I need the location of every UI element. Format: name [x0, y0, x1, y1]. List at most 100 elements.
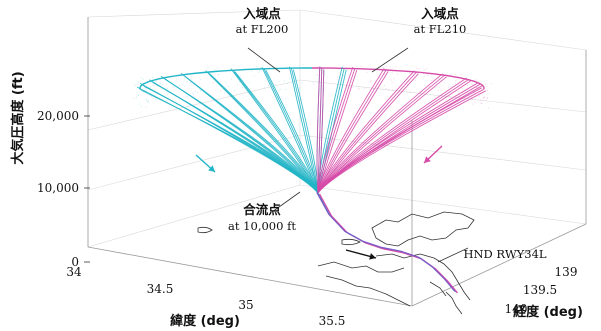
- trajectory-haze-point: [469, 86, 471, 88]
- trajectory-haze-point: [195, 90, 196, 92]
- trajectory-haze-point: [364, 87, 366, 89]
- cyan-trajectory: [230, 68, 319, 194]
- entry-point-left-title: 入域点: [243, 6, 281, 21]
- trajectory-haze-point: [219, 90, 221, 92]
- trajectory-haze-point: [486, 90, 488, 92]
- trajectory-haze-point: [140, 106, 142, 108]
- trajectory-haze-point: [156, 80, 158, 82]
- trajectory-haze-point: [154, 98, 156, 100]
- z-tick-label: 20,000: [37, 109, 79, 123]
- trajectory-haze-point: [485, 99, 487, 101]
- trajectory-haze-point: [450, 86, 452, 88]
- trajectory-haze-point: [475, 86, 477, 88]
- cyan-trajectory: [138, 88, 319, 194]
- cyan-trajectory: [205, 70, 319, 194]
- trajectory-haze-point: [477, 95, 479, 97]
- trajectory-haze-point: [486, 85, 488, 87]
- trajectory-haze-point: [469, 94, 471, 96]
- trajectory-haze-point: [142, 83, 143, 85]
- trajectory-haze-point: [145, 87, 147, 89]
- trajectory-haze-point: [274, 84, 276, 86]
- trajectory-haze-point: [178, 85, 180, 87]
- trajectory-haze-point: [432, 85, 434, 87]
- trajectory-haze-point: [347, 69, 349, 71]
- trajectory-haze-point: [317, 74, 319, 76]
- trajectory-haze-point: [384, 73, 386, 75]
- trajectory-haze-point: [426, 74, 428, 75]
- trajectory-haze-point: [185, 95, 187, 97]
- trajectory-haze-point: [268, 78, 270, 80]
- trajectory-haze-point: [327, 76, 329, 78]
- trajectory-haze-point: [136, 96, 138, 98]
- trajectory-haze-point: [260, 67, 262, 68]
- trajectory-haze-point: [225, 82, 227, 84]
- magenta-direction-arrow-head: [424, 156, 431, 163]
- trajectory-haze-point: [480, 99, 482, 101]
- trajectory-haze-point: [487, 97, 489, 98]
- trajectory-haze-point: [286, 66, 288, 68]
- trajectory-haze-point: [187, 95, 188, 97]
- trajectory-haze-point: [259, 70, 261, 72]
- trajectory-haze-point: [465, 83, 467, 85]
- trajectory-haze-point: [299, 87, 301, 89]
- coastline-map: [197, 211, 475, 315]
- trajectory-haze-point: [172, 87, 174, 88]
- magenta-trajectory: [317, 85, 483, 194]
- trajectory-haze-point: [482, 98, 484, 100]
- trajectory-haze-point: [451, 90, 453, 92]
- trajectory-haze-point: [197, 91, 199, 93]
- trajectory-haze-point: [337, 76, 338, 78]
- trajectory-haze-point: [459, 94, 461, 95]
- trajectory-haze-point: [286, 83, 288, 85]
- trajectory-haze-point: [454, 80, 456, 82]
- cyan-trajectory: [140, 89, 319, 194]
- trajectory-haze-point: [462, 82, 463, 84]
- trajectory-haze-point: [397, 73, 398, 75]
- trajectory-haze-point: [149, 94, 150, 95]
- trajectory-haze-point: [444, 82, 446, 84]
- trajectory-haze-point: [424, 85, 426, 87]
- trajectory-haze-point: [428, 74, 430, 76]
- trajectory-haze-point: [173, 75, 175, 77]
- lat-tick-label: 34.5: [147, 282, 174, 296]
- trajectory-haze-point: [168, 92, 170, 94]
- trajectory-haze-point: [393, 78, 395, 80]
- trajectory-haze-point: [441, 89, 443, 91]
- trajectory-haze-point: [137, 91, 139, 93]
- trajectory-haze-point: [414, 79, 416, 81]
- trajectory-haze-point: [250, 71, 252, 73]
- trajectory-haze-point: [480, 85, 482, 87]
- trajectory-haze-point: [150, 86, 152, 88]
- trajectory-haze-point: [470, 88, 472, 90]
- trajectory-haze-point: [475, 95, 477, 97]
- trajectory-haze-point: [200, 90, 202, 91]
- trajectory-haze-point: [148, 100, 150, 102]
- z-axis-label: 大気圧高度 (ft): [10, 71, 26, 164]
- lat-tick-label: 34: [66, 265, 82, 279]
- cyan-trajectory: [143, 86, 319, 194]
- trajectory-haze-point: [428, 86, 430, 88]
- trajectory-haze-point: [133, 97, 135, 99]
- trajectory-haze-point: [417, 68, 419, 70]
- trajectory-haze-point: [316, 74, 318, 76]
- trajectory-haze-point: [389, 71, 391, 73]
- trajectory-haze-point: [480, 102, 481, 104]
- trajectory-haze-point: [426, 68, 427, 70]
- trajectory-haze-point: [279, 88, 281, 90]
- trajectory-haze-point: [338, 68, 340, 70]
- trajectory-fan: [133, 63, 492, 294]
- trajectory-haze-point: [449, 74, 451, 76]
- trajectory-haze-point: [230, 69, 232, 70]
- axes-box: [87, 9, 587, 307]
- trajectory-haze-point: [476, 86, 478, 88]
- final-approach-path: [318, 193, 458, 294]
- trajectory-haze-point: [192, 83, 194, 85]
- trajectory-haze-point: [243, 67, 245, 69]
- trajectory-haze-point: [135, 85, 136, 87]
- trajectory-haze-point: [186, 81, 188, 83]
- trajectory-haze-point: [419, 71, 421, 73]
- trajectory-haze-point: [350, 86, 351, 88]
- trajectory-haze-point: [240, 75, 242, 77]
- trajectory-haze-point: [392, 89, 394, 91]
- trajectory-haze-point: [159, 83, 161, 85]
